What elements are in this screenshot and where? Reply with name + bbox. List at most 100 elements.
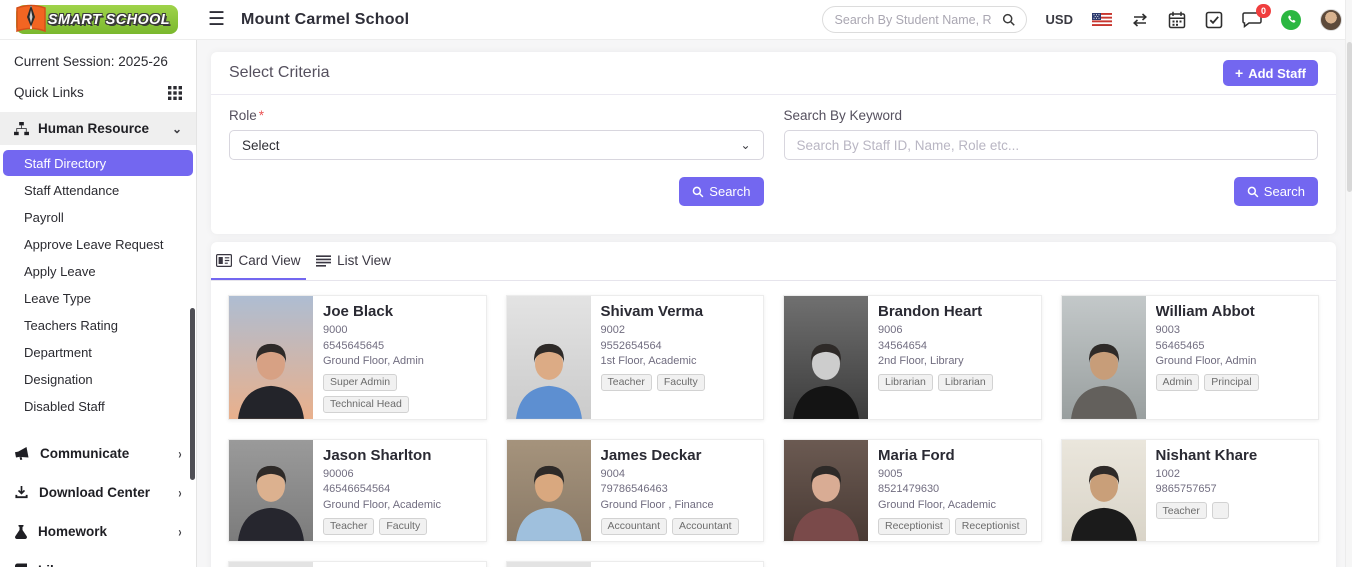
- keyword-field-group: Search By Keyword Search: [783, 108, 1318, 206]
- staff-id: 1002: [1155, 467, 1180, 480]
- tab-card-view[interactable]: Card View: [211, 242, 306, 280]
- sidebar-scrollbar[interactable]: [190, 308, 195, 480]
- list-view-icon: [316, 254, 332, 267]
- student-search-box[interactable]: [821, 6, 1027, 33]
- sidebar-section-library[interactable]: Library›: [0, 551, 196, 567]
- sidebar-section-download-center[interactable]: Download Center ›: [0, 473, 196, 512]
- sidebar-item-staff-attendance[interactable]: Staff Attendance: [24, 182, 120, 198]
- staff-name: James Deckar: [600, 446, 702, 464]
- role-badge: Principal: [1204, 373, 1259, 391]
- staff-photo: [506, 296, 591, 419]
- staff-id: 9004: [600, 467, 625, 480]
- staff-location: Ground Floor, Academic: [878, 499, 997, 512]
- role-badge: Librarian: [937, 373, 993, 391]
- sidebar-section-homework[interactable]: Homework ›: [0, 512, 196, 551]
- role-select[interactable]: Select ⌄: [229, 130, 764, 160]
- staff-photo: [784, 439, 868, 541]
- staff-card[interactable]: Joe Black 9000 6545645645 Ground Floor, …: [228, 295, 487, 420]
- page-scrollbar[interactable]: [1345, 0, 1352, 567]
- sidebar-item-teachers-rating[interactable]: Teachers Rating: [24, 317, 118, 333]
- search-icon[interactable]: [1002, 13, 1016, 27]
- chevron-right-icon: ›: [178, 484, 182, 501]
- keyword-search-button[interactable]: Search: [1233, 177, 1318, 206]
- tasks-check-icon[interactable]: [1205, 11, 1223, 29]
- plus-icon: +: [1235, 65, 1244, 81]
- staff-photo: [229, 296, 313, 419]
- staff-name: Nishant Khare: [1155, 446, 1258, 464]
- sidebar-item-designation[interactable]: Designation: [24, 371, 93, 387]
- user-avatar[interactable]: [1320, 8, 1342, 31]
- staff-card[interactable]: James Deckar 9004 79786546463 Ground Flo…: [505, 438, 764, 542]
- role-badge: Faculty: [656, 373, 705, 391]
- sidebar-section-communicate[interactable]: Communicate ›: [0, 434, 196, 473]
- select-criteria-panel: Select Criteria + Add Staff Role * Select…: [211, 52, 1336, 234]
- staff-badges: Super Admin Technical Head: [323, 373, 476, 413]
- currency-label[interactable]: USD: [1045, 12, 1073, 27]
- staff-cards-grid: Joe Black 9000 6545645645 Ground Floor, …: [211, 281, 1336, 567]
- keyword-label: Search By Keyword: [783, 108, 903, 123]
- staff-card[interactable]: Brandon Heart 9006 34564654 2nd Floor, L…: [783, 295, 1042, 420]
- hamburger-menu-icon[interactable]: ☰: [208, 9, 226, 30]
- staff-card[interactable]: Maria Ford 9005 8521479630 Ground Floor,…: [783, 438, 1042, 542]
- main-content: Select Criteria + Add Staff Role * Select…: [197, 40, 1352, 567]
- staff-photo: [506, 439, 591, 541]
- chevron-right-icon: ›: [178, 562, 181, 567]
- sidebar-item-department[interactable]: Department: [24, 344, 92, 360]
- staff-phone: 56465465: [1155, 339, 1205, 352]
- staff-badges: Receptionist Receptionist: [878, 517, 1031, 535]
- language-flag-icon[interactable]: [1092, 13, 1112, 26]
- role-badge: Teacher: [600, 373, 652, 391]
- staff-card[interactable]: Shivam Verma 9002 9552654564 1st Floor, …: [505, 295, 764, 420]
- view-tabs: Card View List View: [211, 242, 1336, 281]
- quick-links-row[interactable]: Quick Links: [0, 77, 196, 108]
- role-search-button[interactable]: Search: [679, 177, 764, 206]
- app-logo[interactable]: SMART SCHOOL: [16, 4, 178, 34]
- calendar-icon[interactable]: [1168, 11, 1186, 29]
- sidebar: Current Session: 2025-26 Quick Links Hum…: [0, 40, 197, 567]
- staff-card[interactable]: Jason Sharlton 90006 46546654564 Ground …: [228, 438, 487, 542]
- staff-photo: [784, 296, 868, 419]
- transfer-arrows-icon[interactable]: [1131, 12, 1149, 27]
- chevron-down-icon: ⌄: [740, 138, 751, 152]
- staff-phone: 8521479630: [878, 483, 940, 496]
- staff-card[interactable]: nitin 11011 Academic AdminFaculty: [505, 560, 764, 567]
- staff-location: Ground Floor, Academic: [323, 499, 442, 512]
- messages-count-badge: 0: [1256, 4, 1271, 18]
- role-badge: Super Admin: [323, 373, 398, 391]
- sidebar-sections: Communicate›Download Center›Homework›Lib…: [0, 434, 196, 567]
- role-badge: Accountant: [672, 517, 739, 535]
- add-staff-button[interactable]: + Add Staff: [1223, 60, 1318, 86]
- staff-badges: Teacher Faculty: [323, 517, 476, 535]
- staff-id: 9002: [600, 324, 625, 336]
- megaphone-icon: [14, 446, 30, 461]
- sidebar-item-leave-type[interactable]: Leave Type: [24, 290, 91, 306]
- staff-card[interactable]: Nishant Khare 1002 9865757657 Teacher: [1060, 438, 1319, 542]
- staff-badges: Teacher: [1155, 502, 1309, 520]
- messages-icon[interactable]: 0: [1242, 4, 1271, 28]
- card-view-icon: [216, 254, 233, 267]
- staff-location: 1st Floor, Academic: [600, 355, 697, 368]
- tab-list-view[interactable]: List View: [306, 242, 401, 280]
- role-label: Role *: [229, 108, 265, 123]
- logo-book-pen-icon: [13, 1, 49, 38]
- sidebar-section-human-resource[interactable]: Human Resource ⌄: [0, 112, 196, 145]
- keyword-input[interactable]: [796, 137, 1305, 153]
- sidebar-item-payroll[interactable]: Payroll: [24, 209, 64, 225]
- staff-location: Ground Floor, Admin: [323, 355, 424, 368]
- staff-location: 2nd Floor, Library: [878, 355, 964, 368]
- sidebar-item-staff-directory[interactable]: Staff Directory: [3, 150, 193, 176]
- staff-phone: 79786546463: [600, 483, 668, 496]
- grid-icon[interactable]: [168, 85, 182, 100]
- sidebar-item-approve-leave-request[interactable]: Approve Leave Request: [24, 236, 164, 252]
- staff-card[interactable]: William Abbot 9003 56465465 Ground Floor…: [1060, 295, 1319, 420]
- role-badge: [1211, 502, 1229, 520]
- staff-phone: 6545645645: [323, 339, 385, 352]
- book-icon: [14, 563, 28, 567]
- staff-phone: 9552654564: [600, 339, 662, 352]
- sidebar-item-disabled-staff[interactable]: Disabled Staff: [24, 398, 105, 414]
- sidebar-item-apply-leave[interactable]: Apply Leave: [24, 263, 96, 279]
- staff-photo: [229, 439, 313, 541]
- whatsapp-icon[interactable]: [1281, 9, 1301, 30]
- student-search-input[interactable]: [834, 12, 1002, 27]
